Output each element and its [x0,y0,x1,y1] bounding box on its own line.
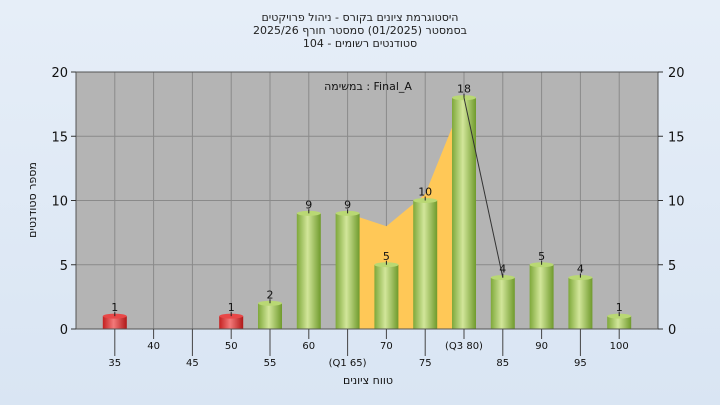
bar-90 [529,260,554,329]
y-tick-label-right: 0 [668,323,676,338]
bar-70 [374,260,399,329]
bar-value-label: 9 [305,198,312,211]
bar-body [413,200,438,329]
chart-title-line-2: בסמסטר (01/2025) סמסטר חורף 2025/26 [253,24,467,37]
bar-value-label: 5 [538,250,545,263]
bar-value-label: 5 [383,250,390,263]
bar-55 [258,299,282,329]
x-tick-label: (Q1 65) [329,358,367,369]
bar-value-label: 1 [228,301,235,314]
y-axis-title: מספר סטודנטים [26,162,39,238]
bar-60 [296,209,321,329]
bar-50 [219,312,244,329]
x-axis: 35 40 45 50 55 60 (Q1 65) 70 75 (Q3 80) 85 90 95 100 [108,329,629,369]
data-labels-layer: 1 1 2 9 9 5 10 18 4 5 4 1 [111,83,622,314]
bar-value-label: 2 [267,288,274,301]
x-tick-label: 100 [610,341,629,352]
bar-75 [413,196,438,329]
assignment-annotation: במשימה : Final_A [324,80,412,93]
bar-85 [490,273,515,329]
bar-body [335,213,360,329]
x-tick-label: 70 [380,341,393,352]
bar-body [490,277,515,329]
x-axis-title: טווח ציונים [343,374,393,387]
bar-body [374,264,399,329]
bar-100 [607,312,632,329]
bar-body [219,316,244,329]
y-axis-left: 0 5 10 15 20 [51,66,76,338]
chart-title-block: היסטוגרמת ציונים בקורס - ניהול פרויקטים … [253,11,467,50]
bar-65 [335,209,360,329]
x-tick-label: 40 [147,341,160,352]
bar-35 [102,312,127,329]
x-tick-label: 95 [574,358,587,369]
bar-80 [452,93,476,329]
bar-body [452,97,476,329]
bar-body [102,316,127,329]
x-tick-label: (Q3 80) [445,341,483,352]
bar-value-label: 9 [344,198,351,211]
y-tick-label-right: 5 [668,259,676,274]
bar-body [607,316,632,329]
bar-95 [568,273,593,329]
y-tick-label-left: 15 [51,130,68,145]
bar-value-label: 4 [577,263,584,276]
bar-body [296,213,321,329]
bar-body [258,303,282,329]
x-tick-label: 45 [186,358,199,369]
bar-value-label: 1 [111,301,118,314]
bars-layer [102,93,632,329]
x-tick-label: 85 [496,358,509,369]
x-tick-label: 55 [264,358,277,369]
y-axis-right: 0 5 10 15 20 [658,66,685,338]
chart-title-line-1: היסטוגרמת ציונים בקורס - ניהול פרויקטים [262,11,459,24]
y-tick-label-right: 20 [668,66,685,81]
y-tick-label-left: 20 [51,66,68,81]
q3-line-layer [463,97,504,278]
bar-value-label: 1 [616,301,623,314]
x-tick-label: 75 [419,358,432,369]
q3-line [463,97,504,278]
bar-value-label: 10 [418,186,432,199]
bar-body [529,264,554,329]
bar-body [568,277,593,329]
y-tick-label-left: 0 [60,323,68,338]
x-tick-label: 35 [108,358,121,369]
y-tick-label-right: 15 [668,130,685,145]
x-tick-label: 60 [302,341,315,352]
bar-value-label: 4 [499,263,506,276]
x-tick-label: 90 [535,341,548,352]
x-tick-label: 50 [225,341,238,352]
bar-value-label: 18 [457,83,471,96]
chart-title-line-3: סטודנטים רשומים - 104 [303,37,417,50]
y-tick-label-right: 10 [668,195,685,210]
y-tick-label-left: 10 [51,195,68,210]
y-tick-label-left: 5 [60,259,68,274]
